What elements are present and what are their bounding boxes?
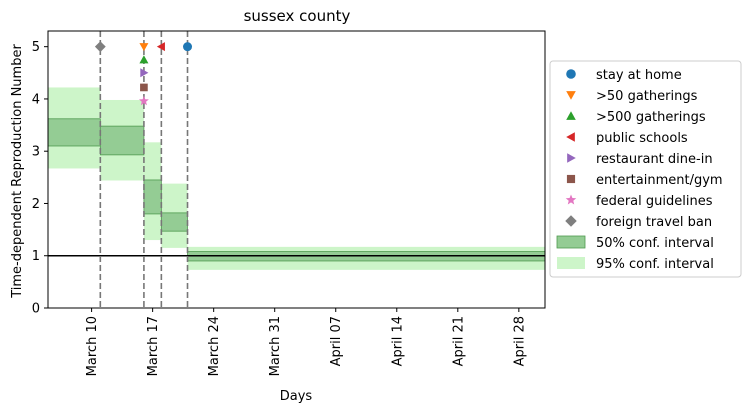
legend-label-4: public schools xyxy=(596,131,688,146)
legend-marker-8 xyxy=(565,215,577,227)
plot-area: 0 1 2 3 4 5 March 10 March 17 March 24 March 31 Ap… xyxy=(32,30,546,376)
x-tick-label-3: March 24 xyxy=(207,316,222,376)
legend-ci50-label: 50% conf. interval xyxy=(596,236,714,251)
legend-marker-6 xyxy=(566,174,576,184)
marker-circle-1 xyxy=(183,42,193,52)
y-tick-label-1: 1 xyxy=(32,249,40,264)
legend-label-8: foreign travel ban xyxy=(596,215,712,230)
marker-triangle-up-3 xyxy=(139,55,149,64)
y-axis-label: Time-dependent Reproduction Number xyxy=(10,44,25,299)
legend-ci50-swatch xyxy=(556,235,586,249)
chart-title: sussex county xyxy=(244,7,351,25)
legend-label-6: entertainment/gym xyxy=(596,173,723,188)
x-tick-label-8: April 28 xyxy=(512,316,527,366)
marker-triangle-right-5 xyxy=(140,68,149,78)
y-tick-label-5: 5 xyxy=(32,40,40,55)
legend-box xyxy=(549,60,742,278)
y-tick-label-0: 0 xyxy=(32,302,40,317)
ci50-band-3 xyxy=(143,179,162,215)
plot-frame xyxy=(47,30,546,309)
legend-ci95-label: 95% conf. interval xyxy=(596,257,714,272)
y-tick-label-3: 3 xyxy=(32,145,40,160)
x-tick-label-4: March 31 xyxy=(268,316,283,376)
legend-marker-4 xyxy=(566,132,575,142)
legend-label-1: stay at home xyxy=(596,68,682,83)
marker-star-7 xyxy=(138,95,149,106)
x-axis-label: Days xyxy=(280,389,313,404)
x-tick-label-5: April 07 xyxy=(329,316,344,366)
legend-marker-3 xyxy=(566,111,576,120)
legend-marker-5 xyxy=(567,153,576,163)
marker-triangle-down-2 xyxy=(139,43,149,52)
marker-triangle-left-4 xyxy=(156,42,165,52)
marker-square-6 xyxy=(140,83,148,92)
legend-marker-1 xyxy=(566,69,576,79)
legend-label-2: >50 gatherings xyxy=(596,89,698,104)
legend: stay at home >50 gatherings >500 gathering… xyxy=(549,60,742,278)
ci50-band-4 xyxy=(160,212,188,232)
legend-marker-7 xyxy=(565,194,577,205)
x-tick-label-7: April 21 xyxy=(451,316,466,366)
marker-diamond-8 xyxy=(94,41,106,53)
x-tick-label-2: March 17 xyxy=(146,316,161,376)
x-tick-label-6: April 14 xyxy=(390,316,405,366)
ci50-band-1 xyxy=(47,118,101,147)
legend-label-5: restaurant dine-in xyxy=(596,152,713,167)
legend-ci95-swatch xyxy=(557,257,585,269)
legend-label-7: federal guidelines xyxy=(596,194,713,209)
legend-label-3: >500 gatherings xyxy=(596,110,706,125)
legend-marker-2 xyxy=(566,91,576,100)
ci50-band-2 xyxy=(99,125,145,156)
x-tick-label-1: March 10 xyxy=(85,316,100,376)
y-tick-label-2: 2 xyxy=(32,197,40,212)
y-tick-label-4: 4 xyxy=(32,92,40,107)
